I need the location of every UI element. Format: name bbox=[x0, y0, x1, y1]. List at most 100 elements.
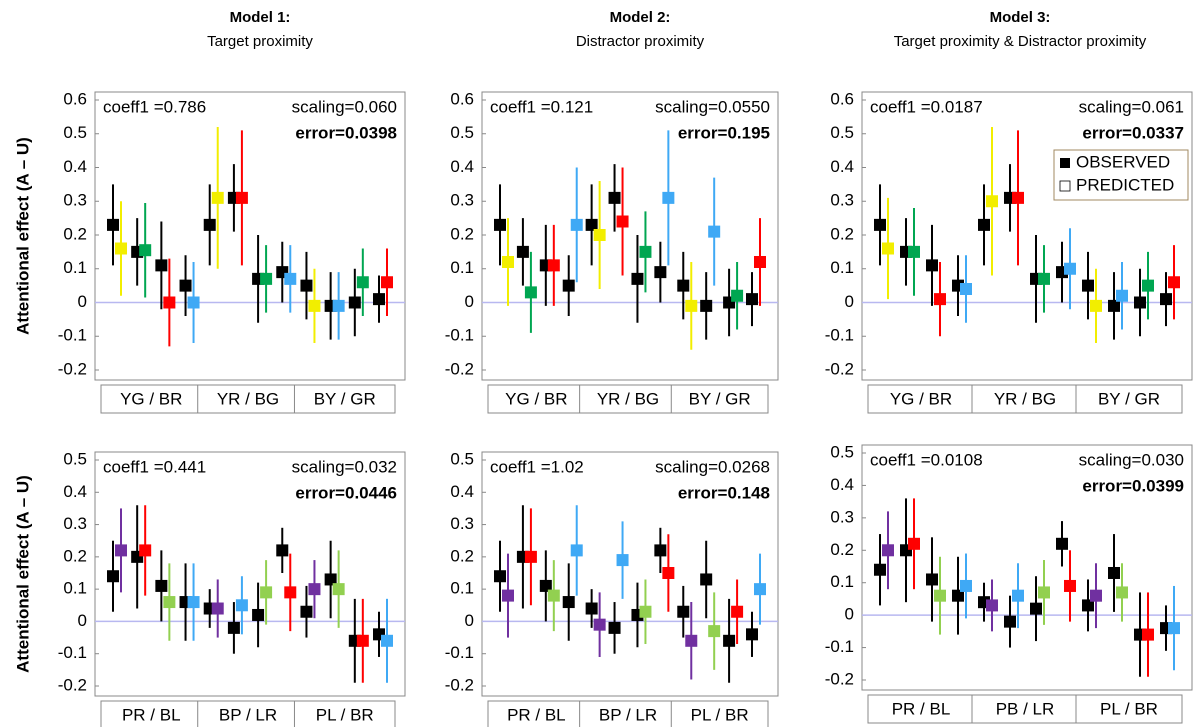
marker bbox=[1038, 272, 1050, 285]
y-tick-label: -0.1 bbox=[445, 326, 474, 345]
x-tick-label: PB / LR bbox=[996, 699, 1055, 718]
x-tick-label: YR / BG bbox=[217, 389, 279, 408]
marker bbox=[324, 573, 337, 586]
annotation: scaling=0.060 bbox=[292, 97, 397, 116]
marker bbox=[547, 259, 560, 272]
y-tick-label: 0.1 bbox=[63, 579, 87, 598]
plot-frame bbox=[481, 451, 779, 697]
marker bbox=[874, 218, 886, 231]
marker bbox=[308, 583, 321, 596]
annotation: error=0.0398 bbox=[295, 123, 397, 142]
marker bbox=[1004, 615, 1016, 628]
marker bbox=[1168, 622, 1180, 635]
marker bbox=[1134, 296, 1146, 309]
category-box bbox=[487, 700, 586, 727]
marker bbox=[746, 628, 758, 641]
marker bbox=[227, 621, 240, 634]
marker bbox=[107, 218, 119, 231]
y-axis-label: Attentional effect (A – U) bbox=[13, 137, 32, 335]
marker bbox=[235, 599, 248, 612]
x-tick-label: YG / BR bbox=[890, 389, 952, 408]
x-tick-label: PL / BR bbox=[316, 705, 374, 724]
marker bbox=[1116, 289, 1128, 302]
marker bbox=[235, 191, 248, 204]
marker bbox=[1160, 293, 1172, 306]
marker bbox=[187, 296, 200, 309]
marker bbox=[1168, 276, 1180, 289]
marker bbox=[608, 191, 621, 204]
x-tick-label: PL / BR bbox=[1100, 699, 1158, 718]
x-tick-label: PR / BL bbox=[507, 705, 566, 724]
y-tick-label: 0.4 bbox=[450, 482, 474, 501]
marker bbox=[211, 191, 224, 204]
marker bbox=[252, 608, 265, 621]
y-tick-label: 0.2 bbox=[63, 224, 87, 243]
marker bbox=[934, 293, 946, 306]
category-box bbox=[100, 700, 203, 727]
marker bbox=[524, 550, 537, 563]
marker bbox=[639, 245, 652, 258]
marker bbox=[1108, 299, 1120, 312]
marker bbox=[502, 256, 514, 268]
category-box bbox=[487, 384, 586, 414]
marker bbox=[593, 229, 606, 241]
marker bbox=[381, 634, 393, 647]
marker bbox=[608, 621, 621, 634]
marker bbox=[260, 586, 273, 599]
marker bbox=[203, 218, 216, 231]
annotation: error=0.0337 bbox=[1082, 123, 1184, 142]
x-tick-label: PR / BL bbox=[122, 705, 181, 724]
y-tick-label: 0.4 bbox=[830, 157, 854, 176]
y-tick-label: 0.1 bbox=[450, 258, 474, 277]
legend-swatch bbox=[1060, 158, 1070, 168]
category-box bbox=[1075, 384, 1183, 414]
plot-frame bbox=[94, 91, 406, 381]
marker bbox=[139, 244, 152, 257]
y-tick-label: 0.5 bbox=[450, 449, 474, 468]
marker bbox=[616, 215, 629, 228]
category-box bbox=[670, 384, 769, 414]
marker bbox=[685, 634, 698, 647]
marker bbox=[1030, 602, 1042, 615]
marker bbox=[639, 605, 652, 618]
model-subtitle: Target proximity & Distractor proximity bbox=[893, 33, 1147, 50]
marker bbox=[926, 259, 938, 272]
y-tick-label: -0.1 bbox=[825, 326, 854, 345]
marker bbox=[562, 596, 575, 609]
annotation: error=0.0399 bbox=[1082, 476, 1184, 495]
marker bbox=[308, 299, 321, 312]
model-subtitle: Distractor proximity bbox=[575, 33, 705, 50]
marker bbox=[654, 266, 667, 279]
y-tick-label: -0.2 bbox=[445, 359, 474, 378]
marker bbox=[700, 299, 713, 312]
annotation: scaling=0.0550 bbox=[655, 97, 770, 116]
marker bbox=[1038, 586, 1050, 599]
annotation: scaling=0.061 bbox=[1079, 97, 1184, 116]
marker bbox=[1082, 279, 1094, 292]
y-tick-label: 0.5 bbox=[63, 123, 87, 142]
marker bbox=[1064, 262, 1076, 275]
x-tick-label: YR / BG bbox=[597, 389, 659, 408]
marker bbox=[356, 276, 369, 289]
y-axis-label: Attentional effect (A – U) bbox=[13, 475, 32, 673]
marker bbox=[662, 567, 675, 579]
category-box bbox=[971, 384, 1079, 414]
marker bbox=[616, 554, 629, 567]
marker bbox=[1012, 589, 1024, 602]
marker bbox=[155, 259, 168, 272]
marker bbox=[731, 605, 744, 618]
marker bbox=[1108, 566, 1120, 579]
y-tick-label: 0.6 bbox=[830, 89, 854, 108]
marker bbox=[187, 596, 200, 609]
marker bbox=[677, 605, 690, 618]
y-tick-label: 0.4 bbox=[450, 157, 474, 176]
marker bbox=[562, 279, 575, 292]
category-box bbox=[197, 384, 299, 414]
x-tick-label: BY / GR bbox=[689, 389, 751, 408]
marker bbox=[1064, 579, 1076, 592]
annotation: coeff1 =0.0108 bbox=[870, 450, 983, 469]
marker bbox=[356, 634, 369, 647]
plot-frame bbox=[481, 91, 779, 381]
y-tick-label: 0.6 bbox=[450, 89, 474, 108]
